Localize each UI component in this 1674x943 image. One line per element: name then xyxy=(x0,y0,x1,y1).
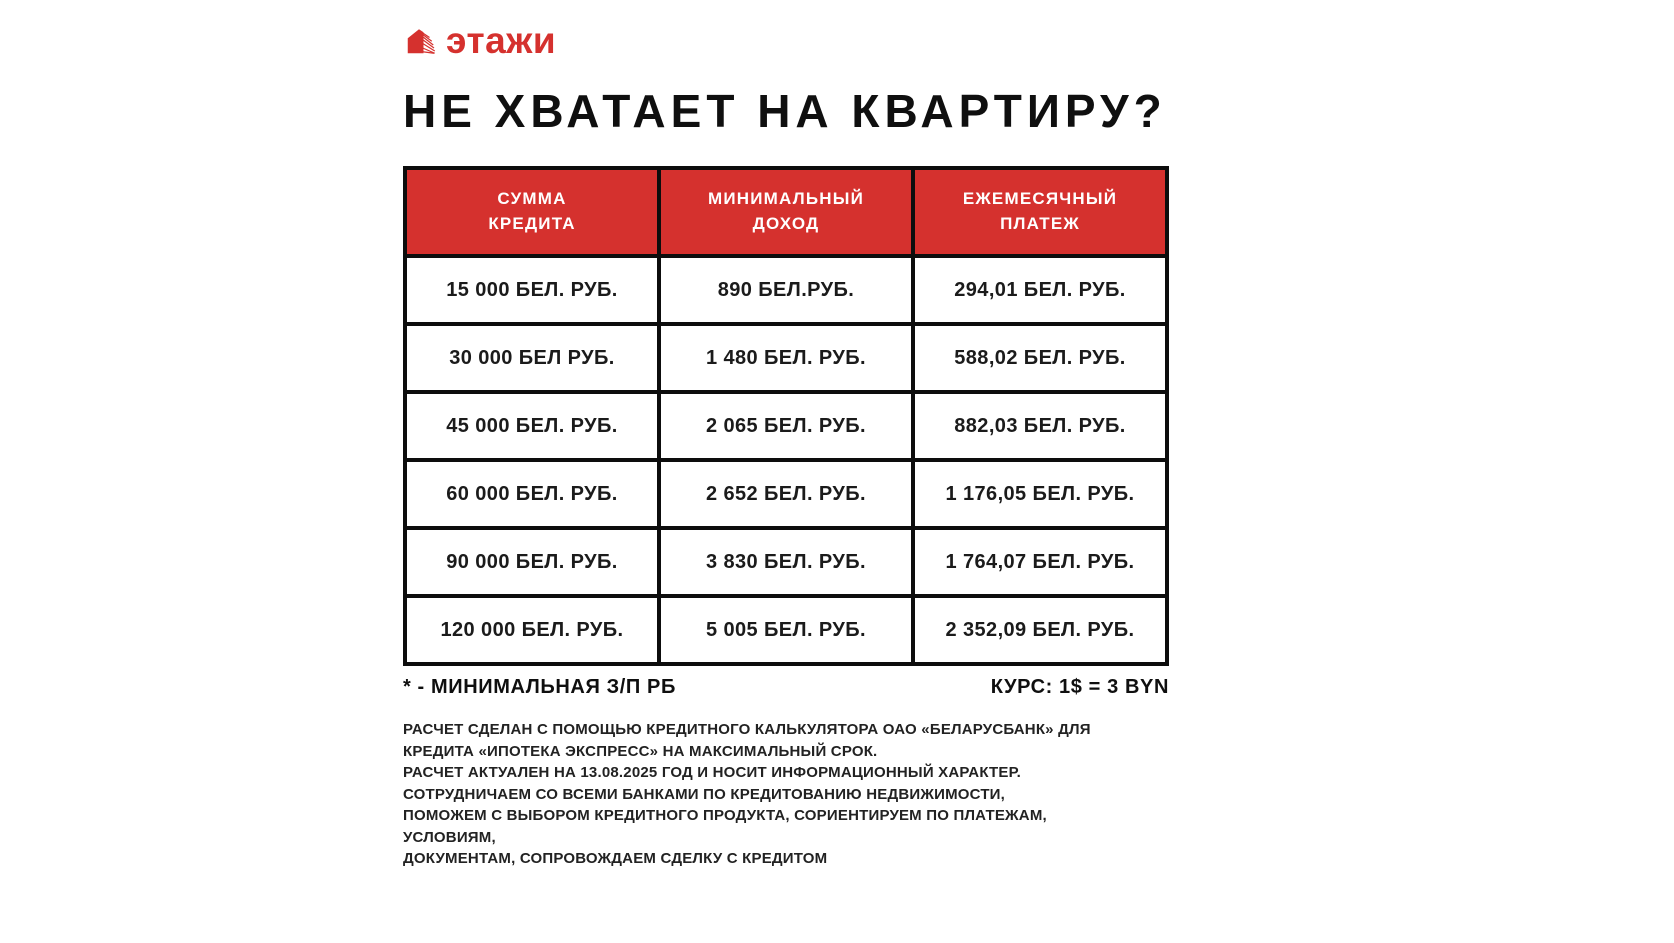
house-icon xyxy=(407,28,436,54)
cell-monthly-payment: 294,01 БЕЛ. РУБ. xyxy=(911,254,1169,326)
brand-logo-text: этажи xyxy=(446,20,557,61)
cell-min-income: 2 065 БЕЛ. РУБ. xyxy=(657,390,915,462)
column-header-credit-sum: СУММА КРЕДИТА xyxy=(403,166,661,258)
cell-credit-sum: 90 000 БЕЛ. РУБ. xyxy=(403,526,661,598)
column-header-monthly-payment: ЕЖЕМЕСЯЧНЫЙ ПЛАТЕЖ xyxy=(911,166,1169,258)
disclaimer-line: ДОКУМЕНТАМ, СОПРОВОЖДАЕМ СДЕЛКУ С КРЕДИТ… xyxy=(403,850,828,867)
cell-monthly-payment: 882,03 БЕЛ. РУБ. xyxy=(911,390,1169,462)
credit-table: СУММА КРЕДИТА МИНИМАЛЬНЫЙ ДОХОД ЕЖЕМЕСЯЧ… xyxy=(403,166,1169,666)
cell-monthly-payment: 1 764,07 БЕЛ. РУБ. xyxy=(911,526,1169,598)
cell-credit-sum: 45 000 БЕЛ. РУБ. xyxy=(403,390,661,462)
disclaimer-line: СОТРУДНИЧАЕМ СО ВСЕМИ БАНКАМИ ПО КРЕДИТО… xyxy=(403,785,1006,803)
table-row: 30 000 БЕЛ РУБ. 1 480 БЕЛ. РУБ. 588,02 Б… xyxy=(403,322,1169,394)
credit-table-header: СУММА КРЕДИТА МИНИМАЛЬНЫЙ ДОХОД ЕЖЕМЕСЯЧ… xyxy=(403,166,1169,258)
cell-monthly-payment: 1 176,05 БЕЛ. РУБ. xyxy=(911,458,1169,530)
page-title: НЕ ХВАТАЕТ НА КВАРТИРУ? xyxy=(403,85,1167,137)
disclaimer-line: РАСЧЕТ АКТУАЛЕН НА 13.08.2025 ГОД И НОСИ… xyxy=(403,764,1021,781)
cell-credit-sum: 15 000 БЕЛ. РУБ. xyxy=(403,254,661,326)
notes-row: * - МИНИМАЛЬНАЯ З/П РБ КУРС: 1$ = 3 BYN xyxy=(403,676,1169,699)
disclaimer-line: КРЕДИТА «ИПОТЕКА ЭКСПРЕСС» НА МАКСИМАЛЬН… xyxy=(403,742,878,760)
table-row: 45 000 БЕЛ. РУБ. 2 065 БЕЛ. РУБ. 882,03 … xyxy=(403,390,1169,462)
brand-logo: этажи xyxy=(407,22,556,61)
table-row: 90 000 БЕЛ. РУБ. 3 830 БЕЛ. РУБ. 1 764,0… xyxy=(403,526,1169,598)
cell-min-income: 1 480 БЕЛ. РУБ. xyxy=(657,322,915,394)
table-row: 15 000 БЕЛ. РУБ. 890 БЕЛ.РУБ. 294,01 БЕЛ… xyxy=(403,254,1169,326)
cell-credit-sum: 120 000 БЕЛ. РУБ. xyxy=(403,594,661,666)
cell-min-income: 890 БЕЛ.РУБ. xyxy=(657,254,915,326)
disclaimer-line: УСЛОВИЯМ, xyxy=(403,828,496,846)
cell-credit-sum: 60 000 БЕЛ. РУБ. xyxy=(403,458,661,530)
cell-min-income: 5 005 БЕЛ. РУБ. xyxy=(657,594,915,666)
disclaimer-line: ПОМОЖЕМ С ВЫБОРОМ КРЕДИТНОГО ПРОДУКТА, С… xyxy=(403,807,1047,824)
cell-min-income: 3 830 БЕЛ. РУБ. xyxy=(657,526,915,598)
table-header-row: СУММА КРЕДИТА МИНИМАЛЬНЫЙ ДОХОД ЕЖЕМЕСЯЧ… xyxy=(403,166,1169,258)
column-header-min-income: МИНИМАЛЬНЫЙ ДОХОД xyxy=(657,166,915,258)
disclaimer-text: РАСЧЕТ СДЕЛАН С ПОМОЩЬЮ КРЕДИТНОГО КАЛЬК… xyxy=(403,719,1193,870)
cell-credit-sum: 30 000 БЕЛ РУБ. xyxy=(403,322,661,394)
table-row: 120 000 БЕЛ. РУБ. 5 005 БЕЛ. РУБ. 2 352,… xyxy=(403,594,1169,666)
footnote-min-salary: * - МИНИМАЛЬНАЯ З/П РБ xyxy=(403,676,676,698)
exchange-rate-note: КУРС: 1$ = 3 BYN xyxy=(990,676,1169,698)
credit-table-body: 15 000 БЕЛ. РУБ. 890 БЕЛ.РУБ. 294,01 БЕЛ… xyxy=(403,254,1169,666)
disclaimer-line: РАСЧЕТ СДЕЛАН С ПОМОЩЬЮ КРЕДИТНОГО КАЛЬК… xyxy=(403,721,1091,738)
cell-monthly-payment: 2 352,09 БЕЛ. РУБ. xyxy=(911,594,1169,666)
cell-monthly-payment: 588,02 БЕЛ. РУБ. xyxy=(911,322,1169,394)
table-row: 60 000 БЕЛ. РУБ. 2 652 БЕЛ. РУБ. 1 176,0… xyxy=(403,458,1169,530)
cell-min-income: 2 652 БЕЛ. РУБ. xyxy=(657,458,915,530)
